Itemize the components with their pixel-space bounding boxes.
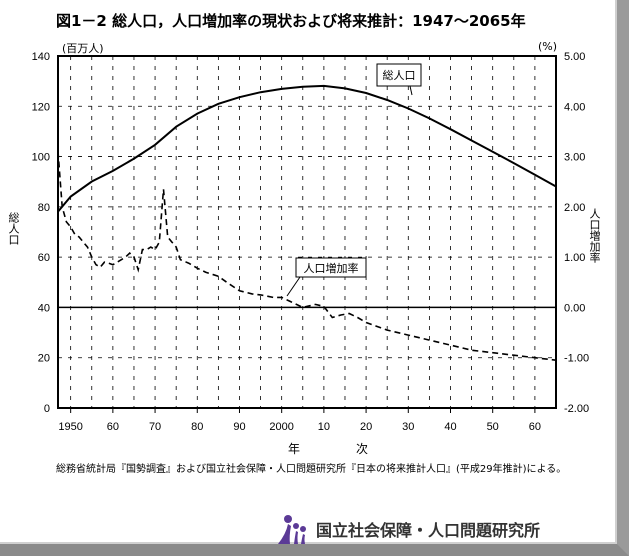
right-tick-label: 3.00 (564, 152, 585, 164)
series-line-total-population (57, 84, 557, 213)
left-tick-label: 100 (32, 152, 50, 164)
right-tick-label: 0.00 (564, 302, 585, 314)
source-note: 総務省統計局『国勢調査』および国立社会保障・人口問題研究所『日本の将来推計人口』… (56, 464, 567, 475)
left-tick-label: 120 (32, 101, 50, 113)
left-tick-label: 0 (44, 403, 50, 415)
x-tick-label: 20 (360, 421, 372, 433)
x-tick-label: 70 (149, 421, 161, 433)
right-tick-label: -1.00 (564, 353, 589, 365)
right-tick-label: -2.00 (564, 403, 589, 415)
annotation-box (295, 257, 367, 278)
x-tick-label: 60 (107, 421, 119, 433)
x-tick-label: 2000 (269, 421, 293, 433)
annotation-leader (409, 85, 413, 96)
x-tick-label: 10 (318, 421, 330, 433)
x-tick-label: 50 (487, 421, 499, 433)
x-tick-label: 40 (444, 421, 456, 433)
annotation-total-population: 総人口 (383, 68, 416, 82)
organization-name: 国立社会保障・人口問題研究所 (316, 521, 541, 540)
annotation-growth-rate: 人口増加率 (304, 261, 359, 275)
right-axis-label: 人口増加率 (588, 208, 601, 263)
annotation-box (376, 63, 422, 87)
left-unit-label: (百万人) (62, 42, 104, 55)
left-tick-label: 140 (32, 51, 50, 63)
x-tick-label: 60 (529, 421, 541, 433)
right-tick-label: 5.00 (564, 51, 585, 63)
x-tick-label: 80 (191, 421, 203, 433)
organization-logo: 国立社会保障・人口問題研究所 (276, 514, 540, 544)
right-tick-label: 2.00 (564, 202, 585, 214)
annotation-leader (286, 276, 301, 297)
left-tick-label: 20 (38, 353, 50, 365)
x-tick-label: 90 (233, 421, 245, 433)
x-axis-title: 年 次 (288, 442, 391, 456)
ipss-logo-icon (278, 515, 306, 544)
series-line-growth-rate (57, 151, 557, 361)
right-unit-label: (%) (538, 40, 558, 53)
left-axis-label: 総人口 (7, 212, 20, 245)
right-tick-label: 4.00 (564, 101, 585, 113)
chart-svg: 0 20 40 60 80 100 120 140 -2.00 -1.00 0.00 1.00 2.00… (32, 51, 589, 433)
chart-title: 図1－2 総人口，人口増加率の現状および将来推計：1947～2065年 (56, 12, 526, 30)
x-tick-label: 1950 (58, 421, 82, 433)
right-tick-label: 1.00 (564, 252, 585, 264)
x-tick-label: 30 (402, 421, 414, 433)
left-tick-label: 60 (38, 252, 50, 264)
left-tick-label: 80 (38, 202, 50, 214)
left-tick-label: 40 (38, 302, 50, 314)
plot-border (57, 55, 557, 409)
